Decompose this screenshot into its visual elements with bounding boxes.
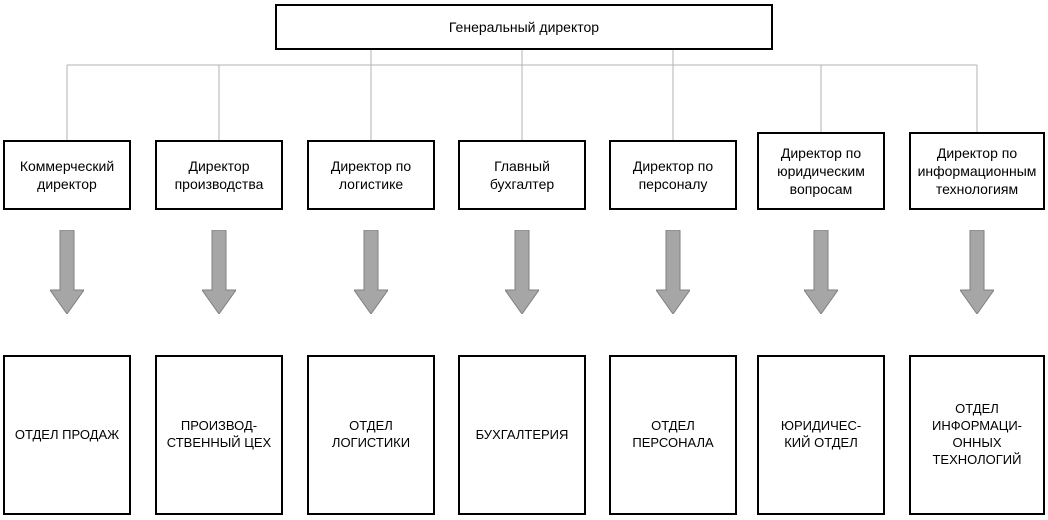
down-arrow-icon — [50, 230, 84, 314]
director-node: Директор по информационным технологиям — [909, 132, 1045, 210]
department-node: БУХГАЛТЕРИЯ — [458, 355, 586, 515]
department-label: ЮРИДИЧЕС- КИЙ ОТДЕЛ — [781, 418, 861, 452]
down-arrow-icon — [354, 230, 388, 314]
department-node: ЮРИДИЧЕС- КИЙ ОТДЕЛ — [757, 355, 885, 515]
director-node: Коммерческий директор — [3, 140, 131, 210]
department-label: БУХГАЛТЕРИЯ — [476, 427, 569, 444]
director-node: Директор производства — [155, 140, 283, 210]
director-label: Коммерческий директор — [9, 157, 125, 193]
department-node: ОТДЕЛ ЛОГИСТИКИ — [307, 355, 435, 515]
director-label: Директор по юридическим вопросам — [763, 144, 879, 199]
department-node: ОТДЕЛ ИНФОРМАЦИ- ОННЫХ ТЕХНОЛОГИЙ — [909, 355, 1045, 515]
director-node: Директор по персоналу — [609, 140, 737, 210]
down-arrow-icon — [804, 230, 838, 314]
department-label: ПРОИЗВОД- СТВЕННЫЙ ЦЕХ — [167, 418, 271, 452]
director-node: Главный бухгалтер — [458, 140, 586, 210]
down-arrow-icon — [656, 230, 690, 314]
down-arrow-icon — [505, 230, 539, 314]
department-label: ОТДЕЛ ЛОГИСТИКИ — [313, 418, 429, 452]
director-label: Директор по информационным технологиям — [915, 144, 1039, 199]
director-node: Директор по юридическим вопросам — [757, 132, 885, 210]
department-node: ОТДЕЛ ПЕРСОНАЛА — [609, 355, 737, 515]
department-label: ОТДЕЛ ИНФОРМАЦИ- ОННЫХ ТЕХНОЛОГИЙ — [915, 401, 1039, 469]
down-arrow-icon — [202, 230, 236, 314]
department-node: ОТДЕЛ ПРОДАЖ — [3, 355, 131, 515]
director-label: Главный бухгалтер — [464, 157, 580, 193]
top-node-label: Генеральный директор — [449, 18, 599, 36]
down-arrow-icon — [960, 230, 994, 314]
org-chart-top-node: Генеральный директор — [275, 4, 773, 50]
department-label: ОТДЕЛ ПЕРСОНАЛА — [615, 418, 731, 452]
director-label: Директор производства — [161, 157, 277, 193]
director-label: Директор по персоналу — [615, 157, 731, 193]
department-node: ПРОИЗВОД- СТВЕННЫЙ ЦЕХ — [155, 355, 283, 515]
director-label: Директор по логистике — [313, 157, 429, 193]
department-label: ОТДЕЛ ПРОДАЖ — [15, 427, 119, 444]
director-node: Директор по логистике — [307, 140, 435, 210]
